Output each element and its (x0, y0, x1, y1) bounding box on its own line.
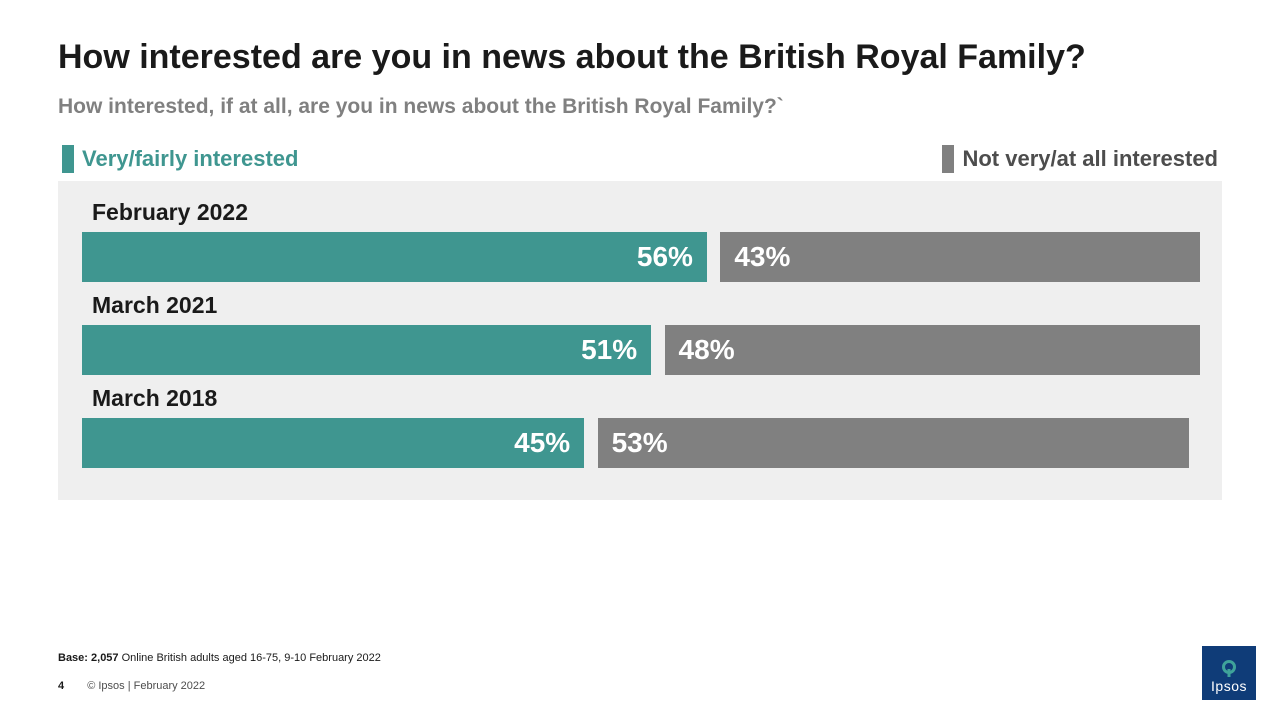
bar-segment-not-interested: 53% (598, 418, 1189, 468)
bar-track: 56% 43% (82, 232, 1198, 282)
chart-row: March 2018 45% 53% (82, 385, 1198, 468)
legend: Very/fairly interested Not very/at all i… (58, 145, 1222, 173)
bar-segment-interested: 45% (82, 418, 584, 468)
page-footer: 4 © Ipsos | February 2022 (58, 680, 205, 692)
chart-row-label: March 2018 (92, 385, 1198, 412)
legend-label-not-interested: Not very/at all interested (962, 146, 1218, 172)
page-number: 4 (58, 680, 64, 692)
legend-item-not-interested: Not very/at all interested (942, 145, 1218, 173)
ipsos-logo: Ipsos (1202, 646, 1256, 700)
legend-swatch-not-interested (942, 145, 954, 173)
chart-row: February 2022 56% 43% (82, 199, 1198, 282)
slide-subtitle: How interested, if at all, are you in ne… (58, 95, 1222, 119)
slide-title: How interested are you in news about the… (58, 38, 1222, 77)
bar-value-interested: 45% (514, 427, 570, 459)
chart-row-label: February 2022 (92, 199, 1198, 226)
bar-segment-interested: 51% (82, 325, 651, 375)
bar-value-interested: 51% (581, 334, 637, 366)
bar-track: 51% 48% (82, 325, 1198, 375)
footnote: Base: 2,057 Online British adults aged 1… (58, 652, 381, 664)
chart-area: February 202256%43%March 202151%48%March… (58, 181, 1222, 500)
bar-segment-not-interested: 48% (665, 325, 1201, 375)
footnote-rest: Online British adults aged 16-75, 9-10 F… (119, 652, 381, 664)
bar-track: 45% 53% (82, 418, 1198, 468)
bar-value-not-interested: 43% (734, 241, 790, 273)
footnote-bold: Base: 2,057 (58, 652, 119, 664)
bar-value-not-interested: 48% (679, 334, 735, 366)
chart-row-label: March 2021 (92, 292, 1198, 319)
bar-value-not-interested: 53% (612, 427, 668, 459)
chart-row: March 2021 51% 48% (82, 292, 1198, 375)
bar-value-interested: 56% (637, 241, 693, 273)
bar-segment-interested: 56% (82, 232, 707, 282)
legend-item-interested: Very/fairly interested (62, 145, 298, 173)
legend-swatch-interested (62, 145, 74, 173)
slide: How interested are you in news about the… (0, 0, 1280, 720)
bar-segment-not-interested: 43% (720, 232, 1200, 282)
logo-text: Ipsos (1211, 678, 1247, 694)
legend-label-interested: Very/fairly interested (82, 146, 298, 172)
logo-mark-icon (1222, 660, 1236, 674)
copyright: © Ipsos | February 2022 (87, 680, 205, 692)
